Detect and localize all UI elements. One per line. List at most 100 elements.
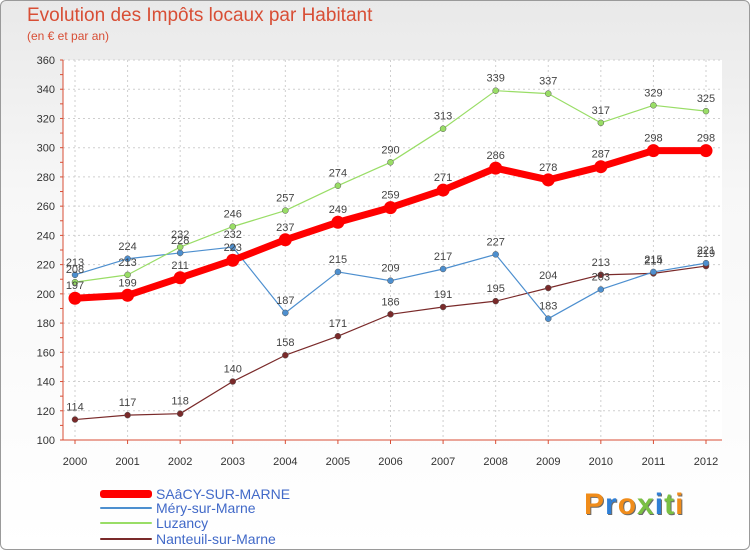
data-point-saacy [699, 144, 713, 158]
data-label-nanteuil: 171 [329, 318, 347, 330]
data-point-saacy [121, 288, 135, 302]
y-tick-label: 220 [37, 260, 55, 272]
data-point-luzancy [439, 125, 447, 132]
data-point-luzancy [492, 87, 499, 94]
data-label-mery: 224 [118, 241, 136, 253]
data-point-luzancy [545, 90, 552, 97]
data-point-mery [387, 277, 394, 284]
data-label-mery: 203 [592, 271, 610, 283]
data-point-nanteuil [492, 297, 499, 305]
data-point-luzancy [650, 102, 657, 109]
data-label-nanteuil: 114 [66, 402, 84, 414]
data-label-luzancy: 329 [644, 87, 662, 99]
logo-letter: o [617, 488, 638, 521]
logo-letter: i [675, 488, 685, 521]
data-label-saacy: 259 [381, 190, 399, 202]
logo-letter: r [605, 488, 618, 521]
data-point-saacy [226, 253, 240, 267]
data-point-mery [702, 259, 710, 267]
data-label-nanteuil: 118 [171, 396, 189, 408]
data-label-saacy: 298 [644, 133, 662, 145]
data-point-nanteuil [176, 410, 184, 417]
data-label-luzancy: 317 [592, 105, 610, 117]
data-label-mery: 215 [329, 254, 347, 266]
data-point-luzancy [597, 119, 605, 127]
data-label-saacy: 211 [171, 260, 189, 272]
data-label-nanteuil: 213 [592, 257, 610, 269]
data-point-mery [439, 265, 447, 273]
data-point-luzancy [387, 159, 394, 166]
y-tick-label: 260 [37, 201, 55, 213]
x-tick-label: 2009 [536, 456, 560, 468]
data-label-saacy: 223 [224, 242, 242, 254]
x-tick-label: 2011 [642, 456, 666, 468]
y-tick-label: 280 [37, 172, 55, 184]
data-point-luzancy [229, 223, 236, 230]
x-tick-label: 2004 [273, 456, 297, 468]
data-label-luzancy: 232 [171, 229, 189, 241]
data-label-luzancy: 290 [381, 144, 399, 156]
data-label-nanteuil: 195 [486, 283, 504, 295]
data-label-luzancy: 313 [434, 111, 452, 123]
data-point-saacy [331, 215, 345, 229]
x-tick-label: 2008 [483, 456, 507, 468]
data-label-luzancy: 257 [276, 193, 294, 205]
y-tick-label: 320 [37, 113, 55, 125]
y-tick-label: 160 [37, 347, 55, 359]
data-point-mery [124, 255, 131, 263]
data-label-mery: 215 [644, 254, 662, 266]
plot-area [63, 60, 722, 440]
data-label-nanteuil: 186 [381, 296, 399, 308]
data-label-mery: 187 [276, 295, 294, 307]
data-point-luzancy [282, 207, 289, 214]
data-point-mery [545, 315, 552, 322]
data-label-nanteuil: 117 [119, 397, 137, 409]
data-point-mery [71, 271, 79, 279]
data-point-nanteuil [387, 311, 394, 318]
data-point-mery [492, 251, 499, 258]
data-point-saacy [489, 161, 503, 175]
data-label-saacy: 278 [539, 162, 557, 174]
data-label-luzancy: 274 [329, 168, 347, 180]
data-point-nanteuil [229, 378, 236, 385]
data-point-saacy [594, 160, 608, 174]
y-tick-label: 240 [37, 230, 55, 242]
logo-letter: t [664, 488, 676, 521]
data-label-saacy: 287 [592, 149, 610, 161]
x-tick-label: 2003 [221, 456, 245, 468]
x-tick-label: 2010 [589, 456, 613, 468]
data-label-luzancy: 339 [486, 73, 504, 85]
proxiti-logo: Proxiti [584, 488, 684, 522]
y-tick-label: 140 [37, 377, 55, 389]
data-label-mery: 209 [381, 263, 399, 275]
x-tick-label: 2002 [168, 456, 192, 468]
data-point-saacy [436, 183, 450, 197]
data-label-saacy: 271 [434, 172, 452, 184]
logo-letter: x [637, 488, 655, 521]
x-tick-label: 2007 [431, 456, 455, 468]
data-point-saacy [68, 291, 82, 305]
data-label-nanteuil: 204 [539, 270, 557, 282]
y-tick-label: 100 [37, 435, 55, 447]
data-point-nanteuil [124, 411, 131, 419]
data-label-mery: 228 [171, 235, 189, 247]
data-point-luzancy [124, 271, 131, 279]
data-label-mery: 213 [66, 257, 84, 269]
data-label-nanteuil: 219 [697, 248, 715, 260]
y-tick-label: 200 [37, 289, 55, 301]
data-label-mery: 183 [539, 301, 557, 313]
logo-letter: i [654, 488, 665, 521]
data-label-luzancy: 246 [224, 209, 242, 221]
data-point-saacy [384, 201, 397, 215]
data-point-luzancy [334, 182, 342, 189]
data-point-saacy [541, 173, 555, 187]
chart-subtitle: (en € et par an) [27, 29, 110, 43]
data-point-saacy [646, 144, 660, 158]
data-label-nanteuil: 140 [224, 364, 242, 376]
data-point-mery [176, 249, 184, 257]
data-point-mery [282, 309, 289, 317]
data-label-saacy: 249 [329, 204, 347, 216]
data-point-luzancy [176, 243, 184, 251]
y-tick-label: 340 [37, 84, 55, 96]
